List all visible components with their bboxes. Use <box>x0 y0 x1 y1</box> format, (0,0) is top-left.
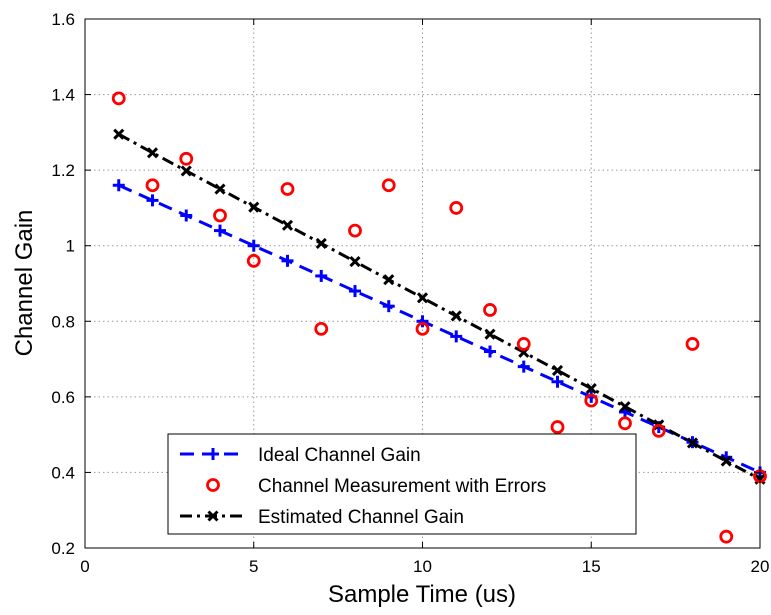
data-point <box>213 208 227 223</box>
x-marker-b <box>349 256 361 268</box>
data-point <box>719 529 734 544</box>
x-marker-b <box>585 382 597 395</box>
x-marker-b <box>686 437 699 449</box>
x-marker-b <box>113 128 125 140</box>
data-point <box>382 300 395 313</box>
data-point <box>450 310 462 322</box>
data-point <box>450 330 463 343</box>
legend-marker <box>207 448 219 460</box>
x-tick-label: 20 <box>751 557 770 576</box>
data-point <box>585 382 597 395</box>
data-point <box>685 337 700 351</box>
legend-marker <box>206 478 220 492</box>
data-point <box>315 269 328 282</box>
data-point <box>415 321 430 336</box>
data-point <box>280 182 295 196</box>
legend-label: Channel Measurement with Errors <box>258 476 546 497</box>
series-1 <box>111 91 767 544</box>
x-marker-b <box>720 455 732 467</box>
y-tick-label: 1.6 <box>51 10 75 29</box>
data-point <box>180 209 193 222</box>
data-point <box>145 178 160 193</box>
y-tick-label: 1.4 <box>51 86 75 105</box>
legend-marker <box>207 510 219 522</box>
data-point <box>247 239 260 252</box>
x-marker-b <box>484 328 496 340</box>
data-point <box>686 437 699 449</box>
legend-label: Ideal Channel Gain <box>258 445 421 466</box>
x-marker-b <box>207 510 219 522</box>
data-point <box>348 223 362 238</box>
x-marker-b <box>214 183 226 195</box>
data-point <box>483 303 497 317</box>
data-point <box>214 224 226 237</box>
data-point <box>416 315 429 328</box>
data-point <box>516 337 531 351</box>
data-point <box>112 179 125 192</box>
series-line <box>118 132 761 481</box>
legend-box <box>167 433 637 535</box>
x-marker-b <box>281 219 294 231</box>
data-point <box>584 393 599 408</box>
data-point <box>246 253 261 268</box>
data-point <box>484 345 496 358</box>
data-point <box>179 151 194 166</box>
y-tick-label: 0.6 <box>51 388 75 407</box>
data-point <box>111 91 126 106</box>
data-point <box>449 201 464 215</box>
x-tick-label: 5 <box>249 557 258 576</box>
data-point <box>248 201 260 213</box>
series-line <box>118 183 761 474</box>
data-point <box>551 375 564 388</box>
series-layer <box>111 91 767 544</box>
data-point <box>383 274 395 286</box>
data-point <box>146 147 159 159</box>
legend: Ideal Channel Gain Channel Measurement wi… <box>167 433 637 535</box>
x-tick-label: 10 <box>413 557 432 576</box>
data-point <box>720 455 732 467</box>
y-axis-title: Channel Gain <box>11 210 38 357</box>
legend-label: Estimated Channel Gain <box>258 507 464 528</box>
tick-labels: 0 5 10 15 20 0.2 0.4 0.6 0.8 1 1.2 1.4 1.6 <box>51 10 769 576</box>
y-tick-label: 1.2 <box>51 161 75 180</box>
x-marker-b <box>383 274 395 286</box>
x-axis-title: Sample Time (us) <box>328 581 516 608</box>
data-point <box>618 416 632 431</box>
data-point <box>517 360 530 373</box>
x-marker-b <box>180 165 192 177</box>
data-point <box>315 237 327 250</box>
x-marker-b <box>619 401 631 413</box>
ticks <box>84 18 761 549</box>
data-point <box>281 219 294 231</box>
data-point <box>180 165 192 177</box>
data-point <box>113 128 125 140</box>
data-point <box>214 183 226 195</box>
y-tick-label: 0.2 <box>51 539 75 558</box>
x-marker-b <box>248 201 260 213</box>
data-point <box>416 292 429 304</box>
y-tick-label: 0.8 <box>51 312 75 331</box>
x-marker-b <box>551 364 564 376</box>
data-point <box>550 420 565 434</box>
x-tick-label: 15 <box>582 557 601 576</box>
x-marker-b <box>416 292 429 304</box>
data-point <box>484 328 496 340</box>
data-point <box>551 364 564 376</box>
data-point <box>651 423 666 438</box>
data-point <box>381 178 396 193</box>
data-point <box>619 401 631 413</box>
data-point <box>146 194 159 207</box>
x-marker-b <box>450 310 462 322</box>
data-point <box>349 285 361 298</box>
data-point <box>281 254 294 267</box>
data-point <box>349 256 361 268</box>
x-tick-label: 0 <box>80 557 89 576</box>
y-tick-label: 0.4 <box>51 463 75 482</box>
x-marker-b <box>146 147 159 159</box>
y-tick-label: 1 <box>66 237 75 256</box>
x-marker-b <box>315 237 327 250</box>
data-point <box>314 321 329 336</box>
